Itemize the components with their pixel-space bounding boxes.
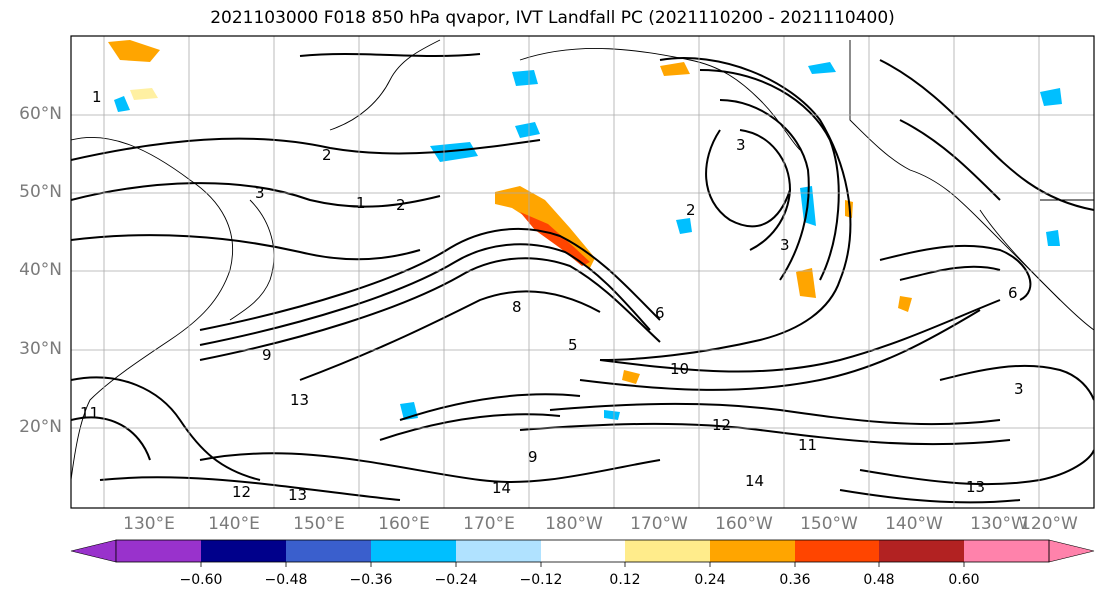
lon-label: 140°E (208, 514, 260, 534)
contour-label: 1 (92, 88, 102, 106)
lon-label: 130°W (970, 514, 1028, 534)
colorbar-swatch (371, 540, 456, 562)
contour-label: 13 (288, 486, 307, 504)
ivt-contour-lines (71, 53, 1094, 504)
contour-label: 9 (528, 448, 538, 466)
colorbar-tick-label: 0.24 (694, 572, 726, 588)
colorbar-swatch (286, 540, 371, 562)
contour-label: 2 (686, 201, 696, 219)
lon-label: 170°E (463, 514, 515, 534)
colorbar-tick-label: 0.36 (779, 572, 811, 588)
lat-label: 60°N (19, 104, 62, 124)
colorbar-tick-label: 0.12 (609, 572, 641, 588)
contour-label: 9 (262, 346, 272, 364)
colorbar-swatch (116, 540, 201, 562)
colorbar-tick-label: −0.60 (179, 572, 223, 588)
contour-label: 6 (1008, 284, 1018, 302)
colorbar-tick-label: −0.36 (349, 572, 393, 588)
colorbar-tick-label: 0.60 (948, 572, 980, 588)
contour-label: 6 (655, 304, 665, 322)
lon-label: 130°E (123, 514, 175, 534)
colorbar-swatch (456, 540, 541, 562)
lat-label: 20°N (19, 417, 62, 437)
contour-label: 14 (745, 472, 764, 490)
lon-label: 180°W (545, 514, 603, 534)
contour-label: 3 (736, 136, 746, 154)
contour-label: 2 (396, 196, 406, 214)
colorbar-swatch (795, 540, 879, 562)
colorbar-tick-label: 0.48 (863, 572, 895, 588)
lon-label: 140°W (885, 514, 943, 534)
colorbar-swatch (625, 540, 710, 562)
contour-label: 13 (290, 391, 309, 409)
lon-label: 120°W (1020, 514, 1078, 534)
graticule (71, 36, 1094, 508)
contour-label: 14 (492, 479, 511, 497)
map-title: 2021103000 F018 850 hPa qvapor, IVT Land… (210, 8, 895, 28)
contour-value-labels: 1 2 3 1 2 3 5 6 9 10 13 14 11 9 12 13 14… (80, 88, 1024, 504)
contour-label: 10 (670, 360, 689, 378)
coastlines (71, 39, 1094, 481)
colorbar-tick-label: −0.12 (519, 572, 563, 588)
colorbar-tick-label: −0.24 (434, 572, 478, 588)
contour-label: 11 (80, 404, 99, 422)
map-plot-area: 1 2 3 1 2 3 5 6 9 10 13 14 11 9 12 13 14… (71, 36, 1094, 508)
contour-label: 11 (798, 436, 817, 454)
contour-label: 3 (780, 236, 790, 254)
lon-label: 160°E (378, 514, 430, 534)
colorbar-swatch (201, 540, 286, 562)
contour-label: 3 (1014, 380, 1024, 398)
colorbar-swatch (710, 540, 795, 562)
colorbar (70, 539, 1095, 567)
contour-label: 13 (966, 478, 985, 496)
contour-label: 1 (356, 194, 366, 212)
lon-label: 150°E (293, 514, 345, 534)
contour-label: 5 (568, 336, 578, 354)
lon-label: 170°W (630, 514, 688, 534)
map-frame (70, 35, 1095, 509)
lon-label: 160°W (715, 514, 773, 534)
contour-label: 8 (512, 298, 522, 316)
colorbar-extend-high (1048, 539, 1095, 563)
lon-label: 150°W (800, 514, 858, 534)
contour-label: 2 (322, 146, 332, 164)
colorbar-extend-low (70, 539, 117, 563)
colorbar-outline (115, 539, 1050, 563)
colorbar-swatch (879, 540, 964, 562)
contour-label: 12 (712, 416, 731, 434)
contour-label: 12 (232, 483, 251, 501)
lat-label: 50°N (19, 182, 62, 202)
colorbar-swatch (964, 540, 1049, 562)
lat-label: 40°N (19, 260, 62, 280)
contour-label: 3 (255, 184, 265, 202)
moisture-anomaly-shading (108, 40, 1062, 420)
colorbar-swatch (541, 540, 625, 562)
lat-label: 30°N (19, 339, 62, 359)
colorbar-tick-label: −0.48 (264, 572, 308, 588)
